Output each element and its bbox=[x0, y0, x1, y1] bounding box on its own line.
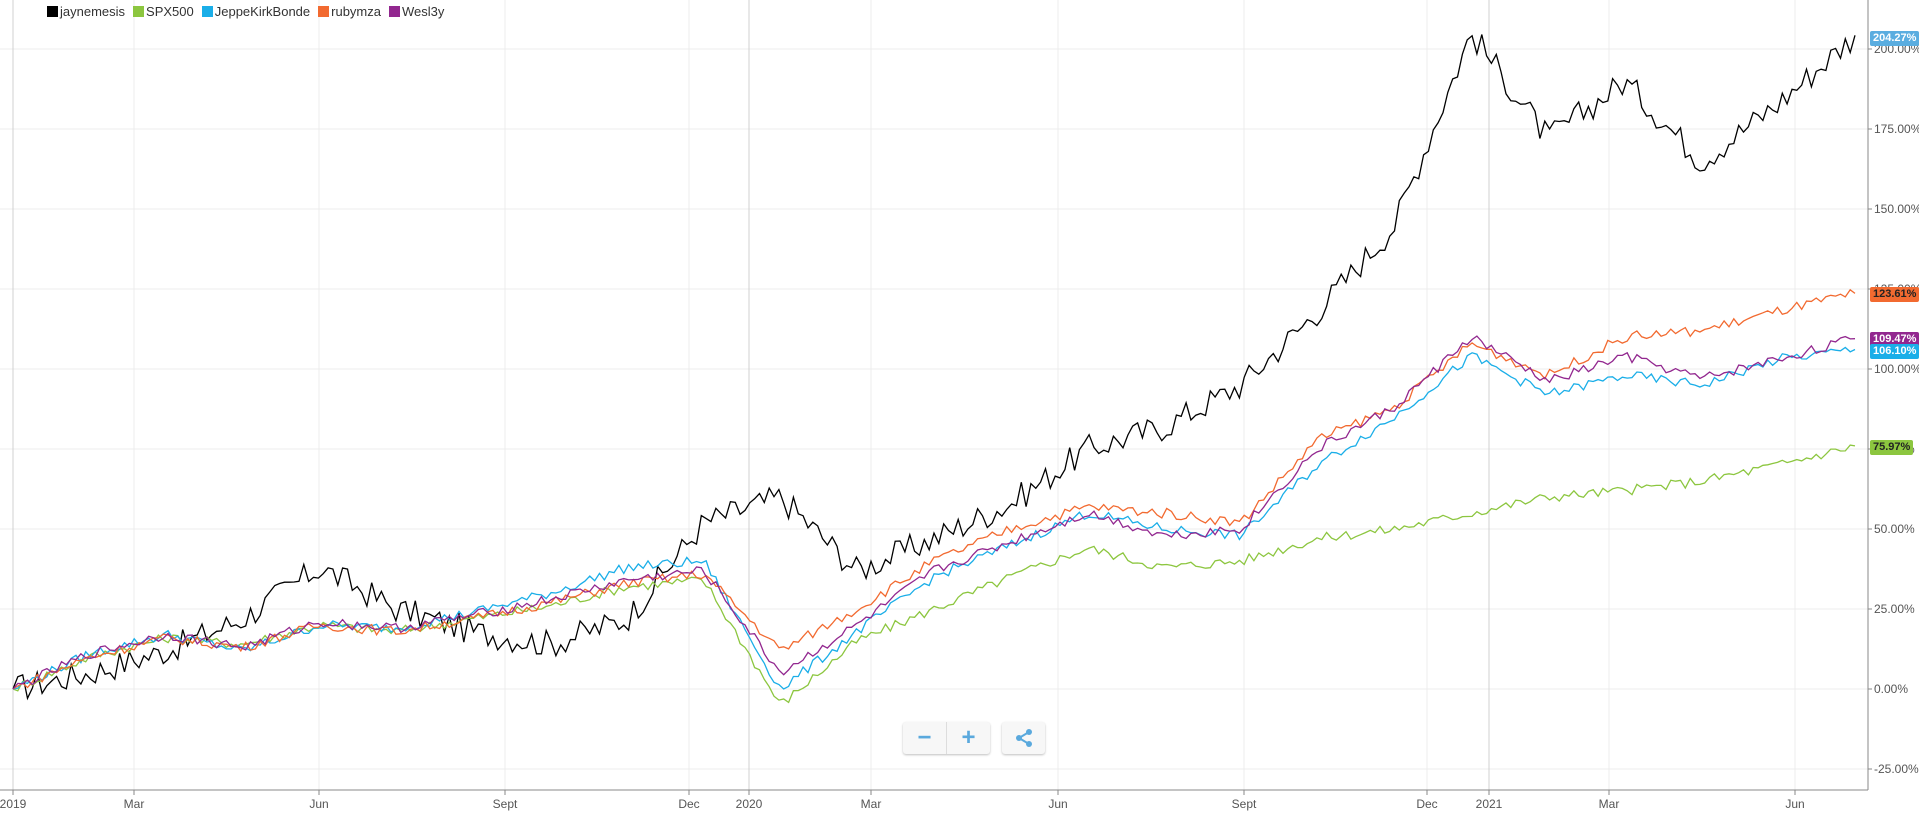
x-tick-label: Mar bbox=[123, 797, 145, 811]
series-line-Wesl3y[interactable] bbox=[12, 335, 1856, 690]
zoom-out-button[interactable]: − bbox=[917, 724, 932, 751]
series-line-JeppeKirkBonde[interactable] bbox=[12, 346, 1856, 690]
value-badge: 204.27% bbox=[1870, 31, 1919, 46]
legend-item-JeppeKirkBonde[interactable]: JeppeKirkBonde bbox=[201, 4, 311, 19]
legend: jaynemesis SPX500 JeppeKirkBonde rubymza Wes… bbox=[47, 4, 444, 19]
y-tick-label: 150.00% bbox=[1874, 202, 1919, 216]
legend-item-Wesl3y[interactable]: Wesl3y bbox=[389, 4, 444, 19]
zoom-controls: − + bbox=[903, 722, 990, 754]
x-tick-label: Jun bbox=[1785, 797, 1805, 811]
legend-label: Wesl3y bbox=[402, 4, 445, 19]
value-badge: 109.47% bbox=[1870, 332, 1919, 347]
legend-item-jaynemesis[interactable]: jaynemesis bbox=[47, 4, 125, 19]
zoom-in-button[interactable]: + bbox=[946, 722, 990, 754]
x-tick-label: Sept bbox=[1231, 797, 1257, 811]
value-badge: 75.97% bbox=[1870, 440, 1914, 455]
x-tick-label: 2019 bbox=[0, 797, 27, 811]
y-tick-label: 175.00% bbox=[1874, 122, 1919, 136]
x-tick-label: Dec bbox=[1416, 797, 1438, 811]
x-tick-label: 2020 bbox=[735, 797, 763, 811]
legend-swatch-icon bbox=[201, 6, 213, 17]
x-tick-label: Mar bbox=[860, 797, 882, 811]
x-tick-label: 2021 bbox=[1475, 797, 1503, 811]
y-tick-label: 100.00% bbox=[1874, 362, 1919, 376]
legend-swatch-icon bbox=[133, 6, 145, 17]
y-tick-label: 25.00% bbox=[1874, 602, 1915, 616]
y-tick-label: -25.00% bbox=[1874, 762, 1919, 776]
x-tick-label: Sept bbox=[492, 797, 518, 811]
x-tick-label: Dec bbox=[678, 797, 700, 811]
x-tick-label: Jun bbox=[1048, 797, 1068, 811]
x-tick-label: Jun bbox=[309, 797, 329, 811]
grid-lines bbox=[0, 0, 1872, 795]
legend-label: rubymza bbox=[331, 4, 381, 19]
legend-item-SPX500[interactable]: SPX500 bbox=[133, 4, 194, 19]
legend-swatch-icon bbox=[318, 6, 330, 17]
legend-swatch-icon bbox=[47, 6, 58, 17]
y-tick-label: 0.00% bbox=[1874, 682, 1909, 696]
value-badge: 106.10% bbox=[1870, 344, 1919, 359]
share-button[interactable] bbox=[1002, 722, 1045, 754]
y-tick-label: 50.00% bbox=[1874, 522, 1915, 536]
value-badge: 123.61% bbox=[1870, 287, 1919, 302]
series-lines bbox=[12, 34, 1856, 704]
series-line-rubymza[interactable] bbox=[12, 288, 1856, 690]
x-tick-label: Mar bbox=[1598, 797, 1620, 811]
legend-swatch-icon bbox=[389, 6, 400, 17]
legend-label: SPX500 bbox=[146, 4, 194, 19]
share-icon bbox=[1015, 729, 1032, 747]
legend-label: JeppeKirkBonde bbox=[214, 4, 311, 19]
legend-item-rubymza[interactable]: rubymza bbox=[318, 4, 381, 19]
series-line-jaynemesis[interactable] bbox=[12, 34, 1856, 701]
legend-label: jaynemesis bbox=[60, 4, 126, 19]
